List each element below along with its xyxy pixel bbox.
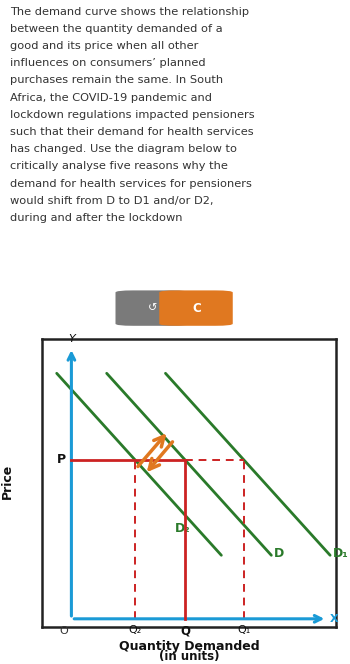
Text: D₁: D₁ bbox=[333, 546, 349, 560]
Text: O: O bbox=[60, 626, 68, 636]
FancyBboxPatch shape bbox=[159, 290, 233, 326]
Text: Q₂: Q₂ bbox=[128, 625, 142, 635]
Text: ↺: ↺ bbox=[148, 303, 157, 313]
Text: The demand curve shows the relationship
between the quantity demanded of a
good : The demand curve shows the relationship … bbox=[10, 7, 255, 223]
Text: (in units): (in units) bbox=[159, 649, 219, 663]
Text: Price: Price bbox=[0, 463, 14, 499]
Text: P: P bbox=[56, 454, 65, 466]
Text: X: X bbox=[330, 614, 339, 623]
Text: Q: Q bbox=[180, 625, 190, 637]
Text: Y: Y bbox=[68, 334, 75, 344]
Text: D₂: D₂ bbox=[175, 522, 191, 535]
Text: C: C bbox=[193, 301, 201, 315]
FancyBboxPatch shape bbox=[116, 290, 189, 326]
Text: Q₁: Q₁ bbox=[237, 625, 251, 635]
Text: D: D bbox=[274, 546, 285, 560]
Text: Quantity Demanded: Quantity Demanded bbox=[119, 640, 259, 653]
